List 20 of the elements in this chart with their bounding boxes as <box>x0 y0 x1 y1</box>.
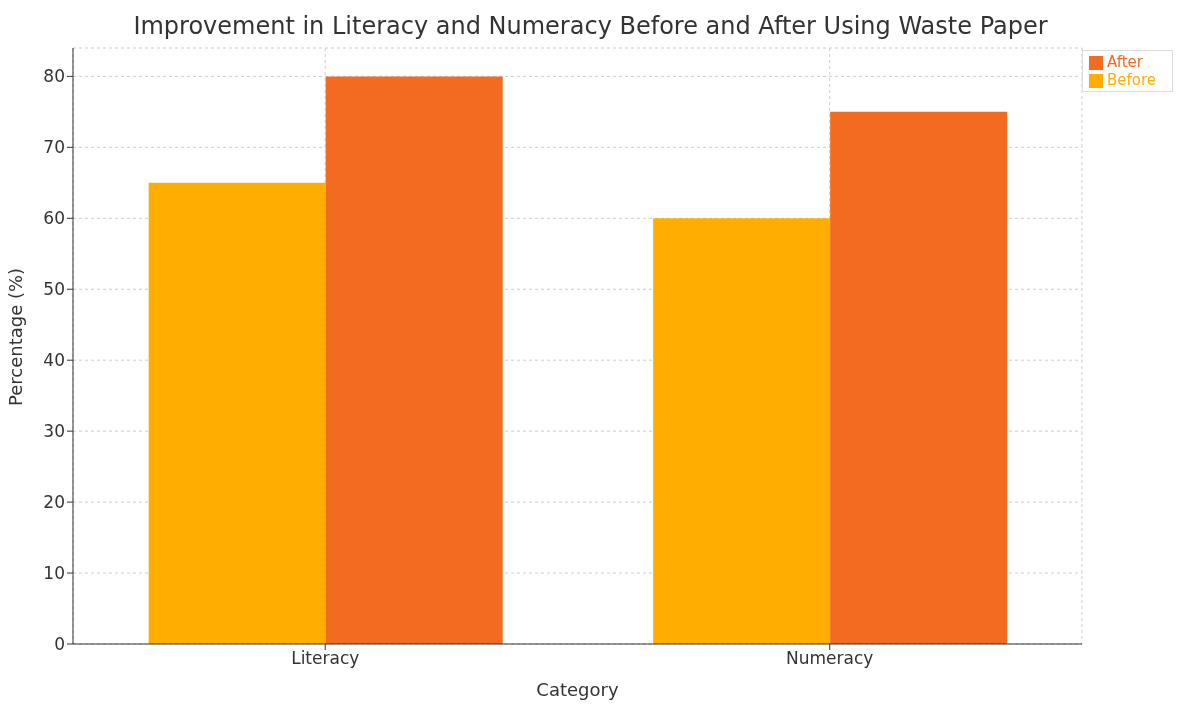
y-tick-label: 50 <box>43 279 65 300</box>
chart-title: Improvement in Literacy and Numeracy Before and After Using Waste Paper <box>132 11 1049 42</box>
y-axis-title: Percentage (%) <box>5 267 27 406</box>
y-tick-label: 0 <box>54 634 65 655</box>
x-axis-title: Category <box>536 679 619 700</box>
y-tick-label: 60 <box>43 208 65 229</box>
y-tick-label: 10 <box>43 563 65 584</box>
legend-label: After <box>1106 53 1143 71</box>
y-tick-label: 20 <box>43 492 65 513</box>
bar <box>325 76 503 644</box>
x-tick-label: Literacy <box>291 648 360 669</box>
bar <box>148 182 326 644</box>
x-tick-label: Numeracy <box>786 648 874 669</box>
y-tick-label: 40 <box>43 350 65 371</box>
y-tick-label: 30 <box>43 421 65 442</box>
y-tick-label: 70 <box>43 137 65 158</box>
legend-label: Before <box>1106 71 1156 89</box>
y-tick-label: 80 <box>43 66 65 87</box>
bar <box>653 218 831 644</box>
bar <box>830 111 1008 644</box>
